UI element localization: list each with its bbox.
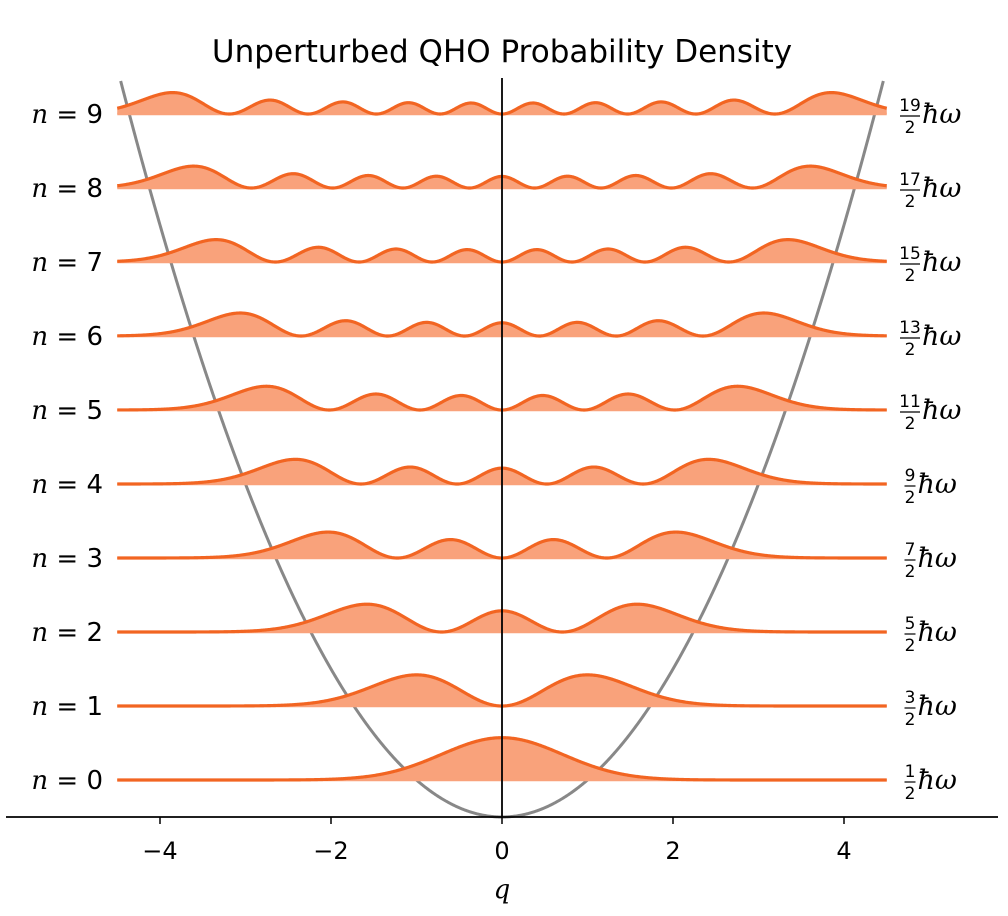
- energy-label-n1: 32 ħω: [904, 688, 957, 730]
- energy-numerator: 5: [905, 614, 916, 634]
- energy-numerator: 19: [899, 96, 921, 116]
- energy-unit: ħω: [922, 173, 961, 204]
- x-axis-label: q: [494, 875, 511, 905]
- energy-label-n9: 192 ħω: [899, 96, 961, 138]
- energy-unit: ħω: [922, 247, 961, 278]
- level-label-n7: n = 7: [31, 248, 103, 278]
- level-label-n5: n = 5: [31, 396, 103, 426]
- energy-label-n7: 152 ħω: [899, 244, 961, 286]
- x-tick-label: −2: [313, 837, 348, 865]
- energy-numerator: 17: [899, 170, 921, 190]
- energy-label-n5: 112 ħω: [899, 392, 961, 434]
- x-tick-label: 0: [494, 837, 509, 865]
- labels-layer: n = 0 12 ħωn = 1 32 ħωn = 2 52 ħωn = 3 72 ħωn = …: [31, 96, 961, 804]
- chart-title: Unperturbed QHO Probability Density: [212, 34, 792, 70]
- level-label-n9: n = 9: [31, 100, 103, 130]
- energy-label-n6: 132 ħω: [899, 318, 961, 360]
- energy-denominator: 2: [905, 784, 916, 804]
- energy-denominator: 2: [905, 710, 916, 730]
- energy-label-n0: 12 ħω: [904, 762, 957, 804]
- energy-unit: ħω: [918, 617, 957, 648]
- density-fill-n7: [117, 239, 887, 262]
- axes-layer: −4 −2 0 2 4: [6, 78, 998, 865]
- energy-numerator: 1: [905, 762, 916, 782]
- energy-denominator: 2: [905, 562, 916, 582]
- energy-unit: ħω: [918, 765, 957, 796]
- energy-numerator: 7: [905, 540, 916, 560]
- energy-denominator: 2: [905, 636, 916, 656]
- level-label-n3: n = 3: [31, 544, 103, 574]
- energy-numerator: 9: [905, 466, 916, 486]
- energy-unit: ħω: [918, 469, 957, 500]
- energy-denominator: 2: [905, 340, 916, 360]
- energy-numerator: 15: [899, 244, 921, 264]
- energy-unit: ħω: [918, 691, 957, 722]
- level-label-n6: n = 6: [31, 322, 103, 352]
- x-tick-label: −4: [142, 837, 177, 865]
- energy-numerator: 11: [899, 392, 921, 412]
- energy-label-n2: 52 ħω: [904, 614, 957, 656]
- energy-denominator: 2: [905, 118, 916, 138]
- energy-denominator: 2: [905, 414, 916, 434]
- energy-unit: ħω: [922, 395, 961, 426]
- level-label-n1: n = 1: [31, 692, 103, 722]
- energy-unit: ħω: [922, 321, 961, 352]
- energy-unit: ħω: [918, 543, 957, 574]
- energy-denominator: 2: [905, 488, 916, 508]
- level-label-n2: n = 2: [31, 618, 103, 648]
- energy-denominator: 2: [905, 192, 916, 212]
- energy-numerator: 13: [899, 318, 921, 338]
- level-label-n4: n = 4: [31, 470, 103, 500]
- energy-numerator: 3: [905, 688, 916, 708]
- level-label-n0: n = 0: [31, 766, 103, 796]
- x-tick-label: 4: [836, 837, 851, 865]
- energy-label-n8: 172 ħω: [899, 170, 961, 212]
- density-fill-n9: [117, 92, 887, 114]
- level-label-n8: n = 8: [31, 174, 103, 204]
- x-tick-label: 2: [665, 837, 680, 865]
- energy-label-n4: 92 ħω: [904, 466, 957, 508]
- energy-denominator: 2: [905, 266, 916, 286]
- energy-unit: ħω: [922, 99, 961, 130]
- density-fill-n3: [117, 532, 887, 558]
- energy-label-n3: 72 ħω: [904, 540, 957, 582]
